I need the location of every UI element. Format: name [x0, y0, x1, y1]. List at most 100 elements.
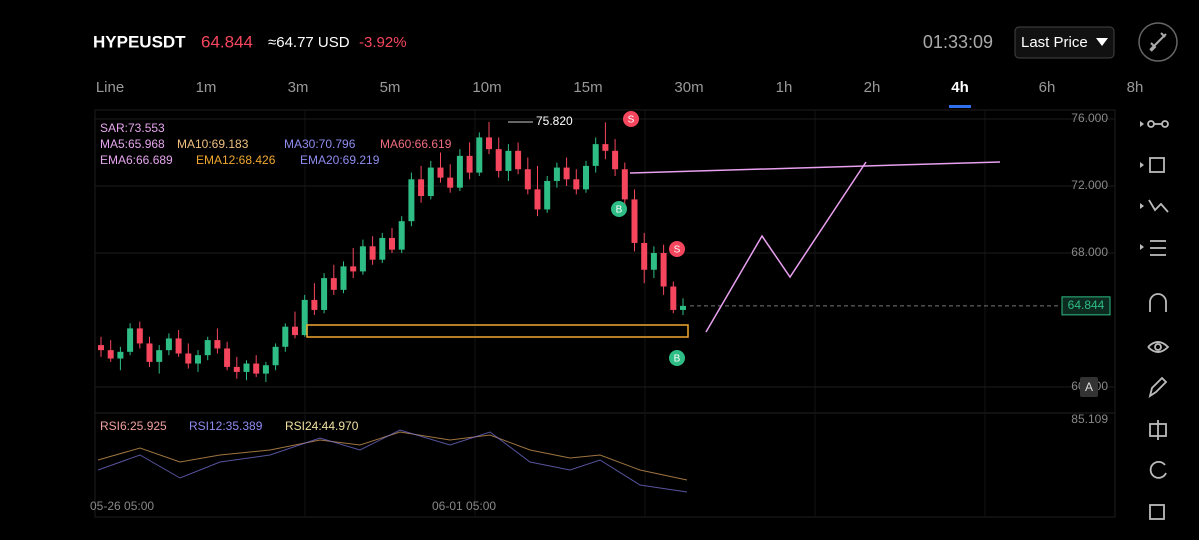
candle-body: [127, 328, 134, 352]
candle-body: [350, 266, 357, 272]
candle-body: [437, 167, 444, 178]
timeframe-tab[interactable]: Line: [96, 79, 124, 96]
candle-body: [680, 305, 686, 310]
rsi-axis-label: 85.109: [1071, 412, 1108, 426]
clock: 01:33:09: [923, 32, 993, 52]
candle-body: [379, 237, 386, 260]
candle-body: [195, 355, 201, 364]
toolbar: [1147, 120, 1170, 520]
timeframe-tab[interactable]: 1m: [196, 79, 217, 96]
price-tick-label: 72.000: [1071, 178, 1108, 192]
price: 64.844: [201, 32, 253, 51]
indicator: MA10:69.183: [177, 137, 249, 151]
rsi-line: [97, 431, 688, 481]
timeframe-tab[interactable]: 5m: [380, 79, 401, 96]
last-price-label: 64.844: [1068, 298, 1105, 312]
indicator: EMA20:69.219: [300, 153, 380, 167]
candle-body: [524, 169, 531, 190]
candle-body: [602, 144, 609, 151]
candle-body: [573, 179, 580, 190]
candle-body: [476, 137, 483, 173]
candle-body: [204, 340, 211, 356]
candle-body: [301, 299, 308, 336]
candle-body: [447, 177, 454, 188]
candle-body: [107, 350, 114, 359]
candle-body: [330, 278, 337, 290]
candle-body: [214, 340, 221, 349]
candle-body: [544, 180, 551, 210]
candle-body: [146, 343, 153, 362]
candle-body: [592, 144, 599, 166]
candle-body: [369, 246, 376, 260]
indicator: RSI6:25.925: [100, 419, 167, 433]
timeframe-tab[interactable]: 6h: [1039, 79, 1056, 96]
signals: S S B B: [611, 111, 685, 366]
date-label: 06-01 05:00: [432, 499, 496, 513]
candle-body: [427, 167, 434, 197]
indicator: EMA6:66.689: [100, 153, 173, 167]
candle-body: [495, 149, 502, 171]
indicator: RSI12:35.389: [189, 419, 263, 433]
indicator: MA30:70.796: [284, 137, 356, 151]
candle-body: [185, 353, 192, 364]
auto-button[interactable]: [1080, 377, 1098, 397]
indicator: EMA12:68.426: [196, 153, 276, 167]
chart-frame: [94, 109, 1116, 518]
price-tick-label: 68.000: [1071, 245, 1108, 259]
candle-body: [243, 363, 250, 372]
timeframe-tab[interactable]: 4h: [951, 79, 969, 96]
indicator: MA60:66.619: [380, 137, 452, 151]
candle-body: [534, 189, 541, 210]
svg-text:S: S: [628, 115, 635, 126]
timeframe-tab[interactable]: 30m: [674, 79, 703, 96]
toolbar-arrows: [1140, 121, 1144, 250]
candle-body: [408, 179, 415, 222]
candle-body: [98, 345, 104, 351]
candle-body: [621, 169, 628, 200]
candle-body: [553, 167, 560, 181]
candle-body: [233, 366, 240, 372]
timeframe-tab[interactable]: 2h: [864, 79, 881, 96]
collapse-button[interactable]: [1138, 22, 1178, 62]
candle-body: [311, 299, 318, 310]
timeframe-tab[interactable]: 3m: [288, 79, 309, 96]
candle-body: [389, 237, 395, 250]
collapse-icon: [1149, 32, 1167, 52]
candle-body: [418, 179, 425, 197]
candle-body: [272, 346, 279, 366]
change: -3.92%: [359, 34, 407, 51]
candle-body: [456, 155, 463, 188]
candle-body: [670, 286, 677, 310]
candle-body: [466, 155, 473, 173]
trend-drawing: [629, 161, 1001, 174]
price-type: Last Price: [1021, 34, 1088, 51]
indicator-labels: MA5:65.968 MA10:69.183 MA30:70.796 MA60:66.…: [100, 137, 452, 433]
svg-text:B: B: [616, 205, 623, 216]
timeframe-tab[interactable]: 10m: [472, 79, 501, 96]
candle-body: [282, 326, 289, 347]
last-price-box: [1061, 296, 1111, 316]
candle-body: [398, 221, 405, 250]
candle-body: [359, 246, 366, 272]
candle-body: [136, 328, 143, 344]
timeframes: Line 1m 3m 5m 10m 15m 30m 1h 2h 4h 6h 8h: [96, 79, 1144, 108]
timeframe-tab[interactable]: 15m: [573, 79, 602, 96]
candle-body: [612, 150, 619, 170]
usd-price: ≈64.77 USD: [268, 34, 350, 51]
timeframe-tab[interactable]: 1h: [776, 79, 793, 96]
candle-body: [292, 326, 298, 336]
candle-body: [117, 351, 124, 359]
candle-body: [660, 253, 667, 287]
candle-body: [583, 165, 589, 190]
candle-body: [340, 266, 347, 290]
price-type-button[interactable]: [1014, 26, 1115, 59]
indicator: MA5:65.968: [100, 137, 165, 151]
timeframe-tab[interactable]: 8h: [1127, 79, 1144, 96]
candle-body: [631, 199, 638, 243]
indicator: SAR:73.553: [100, 121, 165, 135]
price-tick-label: 76.000: [1071, 111, 1108, 125]
rsi-line: [97, 429, 688, 493]
